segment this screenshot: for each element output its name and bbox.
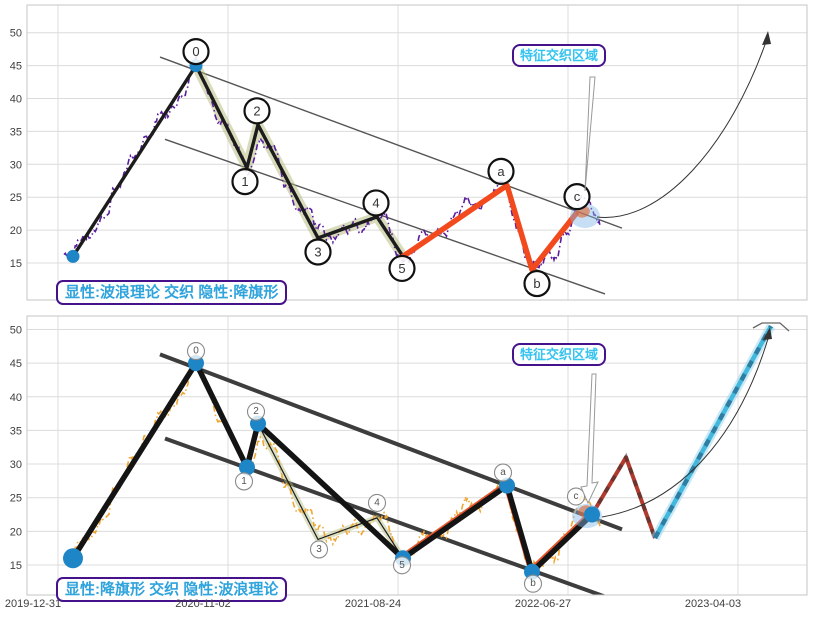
wave-label-text: 0 xyxy=(192,44,199,59)
wave-label-text: b xyxy=(530,578,536,589)
wave-label-text: 4 xyxy=(372,195,379,210)
top-panel-callout-label: 特征交织区域 xyxy=(512,44,607,67)
target-cap xyxy=(752,322,790,332)
wave-label-a: a xyxy=(487,157,515,185)
panel-top: 0 1 2 3 4 5 a b c xyxy=(27,5,807,300)
x-tick-label: 2023-04-03 xyxy=(684,598,742,610)
wave-label-b: b xyxy=(523,269,551,298)
y-tick-label: 40 xyxy=(10,392,22,404)
wave-label-0: 0 xyxy=(182,37,210,66)
implicit-wave-polyline xyxy=(257,423,404,559)
y-tick-label: 25 xyxy=(10,493,22,505)
wave-label-c: c xyxy=(566,487,586,506)
wave-label-text: a xyxy=(500,467,506,478)
wave-label-1: 1 xyxy=(234,472,254,491)
wave-label-b: b xyxy=(523,574,543,593)
wave-label-5: 5 xyxy=(392,556,412,575)
y-tick-label: 25 xyxy=(10,192,22,204)
wave-label-text: 5 xyxy=(398,261,405,276)
y-tick-label: 35 xyxy=(10,126,22,138)
wave-label-text: 3 xyxy=(316,544,322,555)
wave-label-text: 3 xyxy=(314,244,321,259)
explicit-abc-polyline xyxy=(400,182,579,273)
wave-label-a: a xyxy=(493,463,513,482)
y-tick-label: 35 xyxy=(10,425,22,437)
wave-label-text: b xyxy=(533,276,540,291)
y-tick-label: 50 xyxy=(10,324,22,336)
x-tick-label: 2022-06-27 xyxy=(514,598,572,610)
wave-label-text: 0 xyxy=(193,346,199,357)
wave-label-0: 0 xyxy=(186,342,206,361)
wave-label-4: 4 xyxy=(362,189,390,217)
bottom-gridlines xyxy=(27,316,807,595)
wave-label-5: 5 xyxy=(388,254,416,283)
y-tick-label: 20 xyxy=(10,526,22,538)
bottom-marker-1 xyxy=(239,459,255,476)
wave-label-text: 1 xyxy=(241,476,247,487)
wave-label-2: 2 xyxy=(246,402,266,421)
wave-label-4: 4 xyxy=(367,493,387,512)
bottom-channel-upper xyxy=(159,352,623,532)
top-marker-start xyxy=(66,249,80,263)
y-tick-label: 30 xyxy=(10,459,22,471)
wave-label-text: c xyxy=(574,189,581,204)
wave-label-text: 5 xyxy=(399,560,405,571)
wave-label-2: 2 xyxy=(243,97,271,125)
bottom-marker-c xyxy=(584,506,600,523)
top-trajectory-arrowhead xyxy=(762,31,771,45)
x-tick-label: 2019-12-31 xyxy=(4,598,62,610)
explicit-flag-polyline xyxy=(70,360,594,575)
top-channel-upper xyxy=(159,56,623,229)
wave-label-3: 3 xyxy=(304,238,332,266)
bottom-trajectory-curve xyxy=(601,331,771,518)
bottom-callout-leader xyxy=(580,373,599,505)
bottom-trajectory-arrowhead xyxy=(763,327,772,340)
wave-label-text: 4 xyxy=(374,497,380,508)
bottom-panel-callout-label: 特征交织区域 xyxy=(512,343,607,366)
wave-label-text: 2 xyxy=(253,103,260,118)
wave-label-c: c xyxy=(563,183,591,211)
y-tick-label: 45 xyxy=(10,358,22,370)
panel-bottom: 0 1 2 3 4 5 a b c xyxy=(27,316,807,595)
bottom-panel-caption: 显性:降旗形 交织 隐性:波浪理论 xyxy=(56,577,288,602)
y-tick-label: 40 xyxy=(10,94,22,106)
wave-label-1: 1 xyxy=(231,167,259,196)
x-tick-label: 2020-11-02 xyxy=(175,598,231,610)
y-tick-label: 30 xyxy=(10,159,22,171)
top-callout-leader xyxy=(584,76,596,192)
y-tick-label: 20 xyxy=(10,225,22,237)
bottom-plot-border xyxy=(26,315,808,596)
bottom-marker-start xyxy=(63,548,83,569)
wave-label-text: c xyxy=(574,491,579,502)
y-tick-label: 15 xyxy=(10,258,22,270)
y-tick-label: 45 xyxy=(10,61,22,73)
y-tick-label: 50 xyxy=(10,28,22,40)
top-trajectory-curve xyxy=(596,35,769,218)
wave-label-text: 2 xyxy=(253,406,259,417)
top-plot-border xyxy=(26,4,808,301)
top-panel-caption: 显性:波浪理论 交织 隐性:降旗形 xyxy=(56,280,288,305)
wave-label-text: 1 xyxy=(241,174,248,189)
wave-label-text: a xyxy=(497,164,505,179)
wave-label-3: 3 xyxy=(309,540,329,559)
y-tick-label: 15 xyxy=(10,560,22,572)
x-tick-label: 2021-08-24 xyxy=(344,598,402,610)
